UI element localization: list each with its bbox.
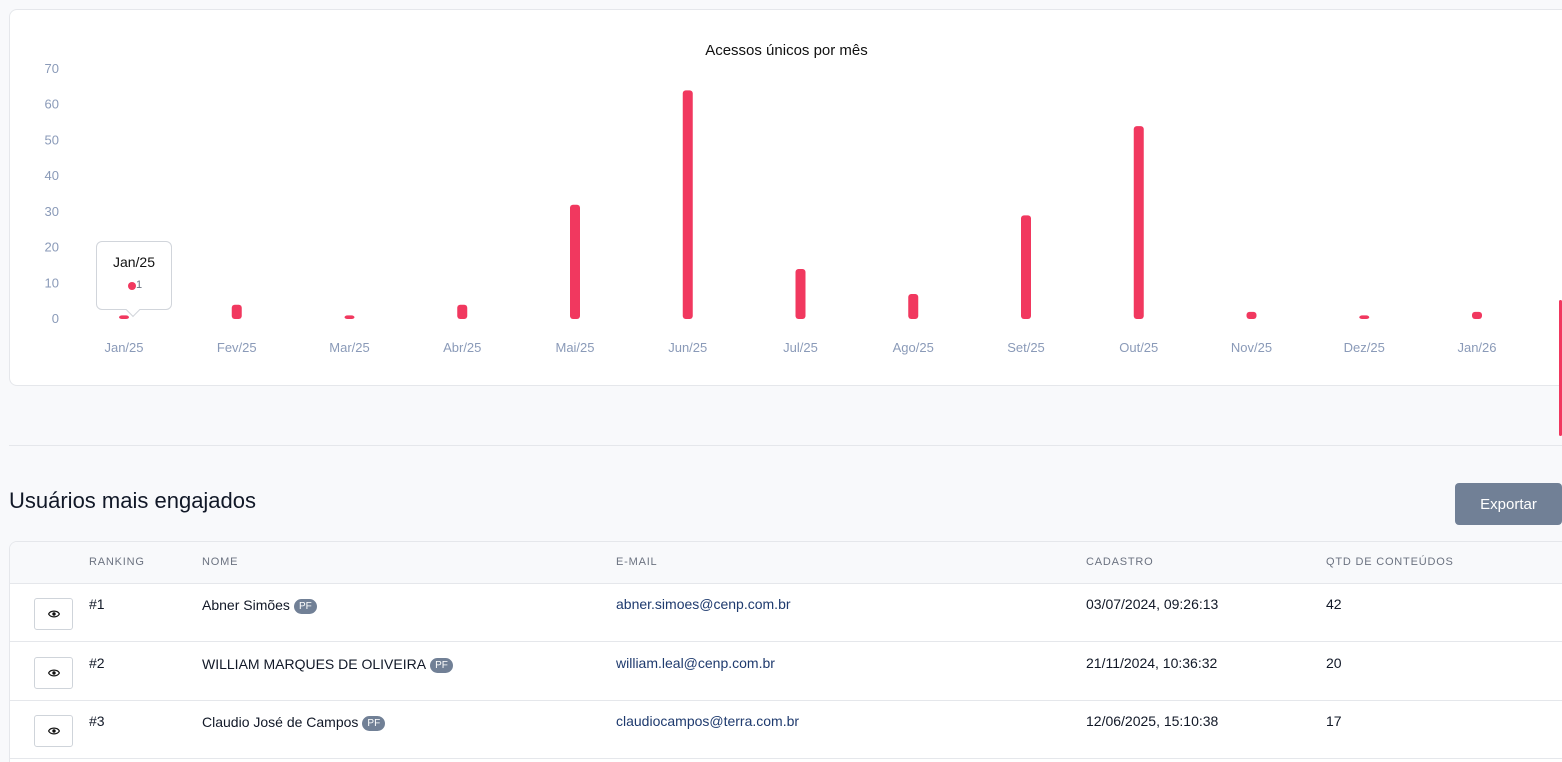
email-cell[interactable]: abner.simoes@cenp.com.br (616, 596, 791, 612)
x-tick-label: Jun/25 (668, 340, 707, 355)
content-count-cell: 17 (1326, 713, 1342, 729)
email-cell[interactable]: claudiocampos@terra.com.br (616, 713, 800, 729)
x-tick-label: Fev/25 (217, 340, 257, 355)
x-tick-label: Nov/25 (1231, 340, 1272, 355)
bar-jun-25[interactable] (682, 90, 693, 319)
chart-title: Acessos únicos por mês (705, 42, 868, 59)
tooltip-legend-dot (128, 282, 136, 290)
x-tick-label: Abr/25 (443, 340, 481, 355)
x-tick-label: Dez/25 (1344, 340, 1385, 355)
registered-cell: 12/06/2025, 15:10:38 (1086, 713, 1219, 729)
bar-set-25[interactable] (1021, 215, 1031, 319)
tooltip-title: Jan/25 (112, 254, 156, 270)
view-user-button[interactable] (34, 657, 73, 689)
tooltip-value: 1 (136, 279, 143, 291)
bar-ago-25[interactable] (908, 294, 919, 319)
engaged-users-table: RANKING NOME E-MAIL CADASTRO QTD DE CONT… (9, 541, 1562, 762)
column-header-registered: CADASTRO (1086, 556, 1154, 568)
y-tick-label: 20 (45, 240, 59, 255)
name-cell: Abner Simões PF (202, 597, 317, 614)
registered-cell: 21/11/2024, 10:36:32 (1086, 655, 1218, 671)
bar-jul-25[interactable] (795, 269, 806, 319)
y-tick-label: 60 (45, 97, 59, 112)
name-cell: WILLIAM MARQUES DE OLIVEIRA PF (202, 656, 453, 673)
bar-out-25[interactable] (1133, 126, 1144, 320)
x-tick-label: Ago/25 (893, 340, 934, 355)
email-cell[interactable]: william.leal@cenp.com.br (616, 655, 775, 671)
registered-cell: 03/07/2024, 09:26:13 (1086, 596, 1219, 612)
bar-mar-25[interactable] (344, 315, 355, 319)
x-tick-label: Jan/26 (1457, 340, 1496, 355)
eye-icon (48, 669, 60, 677)
bar-jan-25[interactable] (119, 315, 129, 319)
section-divider (9, 445, 1562, 446)
table-header: RANKING NOME E-MAIL CADASTRO QTD DE CONT… (10, 542, 1562, 584)
bar-abr-25[interactable] (457, 304, 468, 319)
x-tick-label: Set/25 (1007, 340, 1045, 355)
x-tick-label: Out/25 (1119, 340, 1158, 355)
column-header-content-count: QTD DE CONTEÚDOS (1326, 556, 1454, 568)
y-tick-label: 10 (45, 275, 59, 290)
bar-fev-25[interactable] (231, 304, 242, 319)
column-header-email: E-MAIL (616, 556, 658, 568)
user-name: Abner Simões (202, 597, 290, 613)
y-tick-label: 30 (45, 204, 59, 219)
rank-cell: #2 (89, 655, 105, 671)
rank-cell: #3 (89, 713, 105, 729)
table-row: #2 WILLIAM MARQUES DE OLIVEIRA PF william… (10, 643, 1562, 701)
view-user-button[interactable] (34, 715, 73, 747)
x-tick-label: Jul/25 (783, 340, 818, 355)
table-row: #3 Claudio José de Campos PF claudiocampo… (10, 701, 1562, 759)
chart-card: Acessos únicos por mês 0 10 20 30 40 50 60 70 Ja… (9, 9, 1562, 386)
export-button[interactable]: Exportar (1455, 483, 1562, 525)
user-name: Claudio José de Campos (202, 714, 359, 730)
bar-jan-26[interactable] (1472, 311, 1482, 319)
x-tick-label: Mar/25 (329, 340, 369, 355)
content-count-cell: 20 (1326, 655, 1342, 671)
eye-icon (48, 610, 60, 618)
x-tick-label: Mai/25 (555, 340, 594, 355)
bar-dez-25[interactable] (1359, 315, 1370, 319)
eye-icon (48, 727, 60, 735)
view-user-button[interactable] (34, 598, 73, 630)
y-tick-label: 70 (45, 61, 59, 76)
pf-badge: PF (293, 598, 317, 614)
table-row: #1 Abner Simões PF abner.simoes@cenp.com.… (10, 584, 1562, 642)
chart-tooltip: Jan/25 1 (96, 241, 172, 318)
column-header-ranking: RANKING (89, 556, 145, 568)
rank-cell: #1 (89, 596, 105, 612)
pf-badge: PF (430, 657, 453, 673)
x-tick-label: Jan/25 (104, 340, 143, 355)
content-count-cell: 42 (1326, 596, 1342, 612)
user-name: WILLIAM MARQUES DE OLIVEIRA (202, 656, 427, 672)
column-header-name: NOME (202, 556, 239, 568)
scroll-indicator[interactable] (1559, 300, 1562, 436)
name-cell: Claudio José de Campos PF (202, 714, 386, 731)
bar-mai-25[interactable] (570, 204, 580, 319)
y-tick-label: 50 (45, 132, 59, 147)
pf-badge: PF (362, 715, 386, 731)
y-tick-label: 40 (45, 168, 59, 183)
bar-chart: 0 10 20 30 40 50 60 70 Jan/25 Fev/25 Mar/25 Abr/25 M… (45, 61, 1497, 355)
y-tick-label: 0 (52, 311, 59, 326)
bar-nov-25[interactable] (1246, 311, 1257, 319)
section-title: Usuários mais engajados (9, 488, 257, 513)
